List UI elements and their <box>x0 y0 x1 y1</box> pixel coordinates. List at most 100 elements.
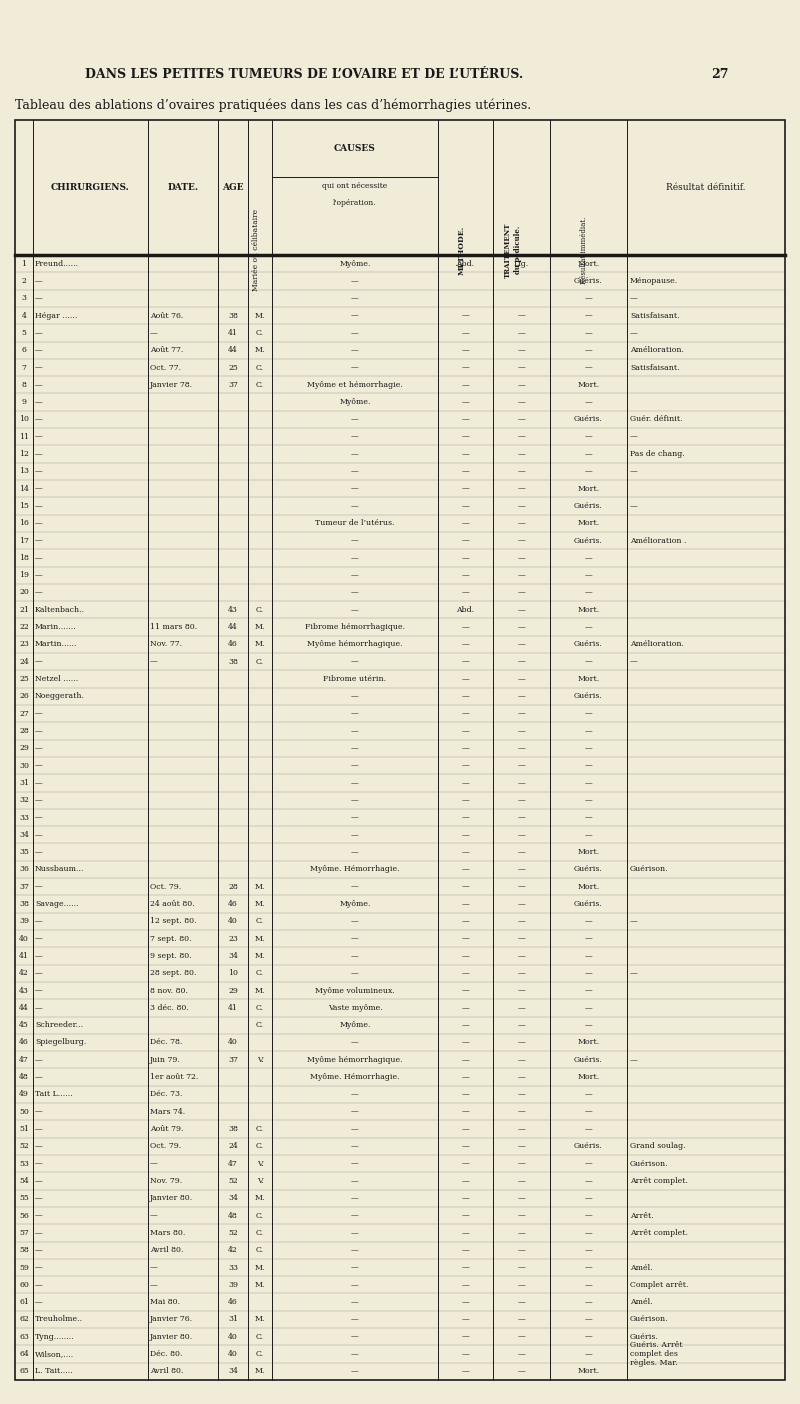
Text: —: — <box>35 364 42 372</box>
Text: —: — <box>518 1056 526 1064</box>
Text: 23: 23 <box>19 640 29 649</box>
Text: —: — <box>518 1264 526 1272</box>
Text: 44: 44 <box>228 347 238 354</box>
Text: —: — <box>351 1299 359 1306</box>
Text: —: — <box>351 917 359 925</box>
Text: 40: 40 <box>228 917 238 925</box>
Text: 33: 33 <box>228 1264 238 1272</box>
Text: 40: 40 <box>228 1351 238 1358</box>
Text: —: — <box>35 1247 42 1254</box>
Text: 62: 62 <box>19 1316 29 1324</box>
Text: —: — <box>462 917 470 925</box>
Text: —: — <box>585 1247 592 1254</box>
Text: —: — <box>518 709 526 717</box>
Text: —: — <box>35 347 42 354</box>
Text: —: — <box>518 432 526 441</box>
Bar <box>15 119 785 1380</box>
Text: M.: M. <box>254 987 266 994</box>
Text: —: — <box>518 451 526 458</box>
Text: Résultat immédiat.: Résultat immédiat. <box>581 216 589 284</box>
Text: M.: M. <box>254 1316 266 1324</box>
Text: Mort.: Mort. <box>578 848 600 856</box>
Text: —: — <box>518 1212 526 1220</box>
Text: —: — <box>351 432 359 441</box>
Text: —: — <box>518 779 526 786</box>
Text: Ménopause.: Ménopause. <box>630 277 678 285</box>
Text: 6: 6 <box>22 347 26 354</box>
Text: —: — <box>462 571 470 580</box>
Text: —: — <box>351 468 359 476</box>
Text: qui ont nécessite: qui ont nécessite <box>322 181 388 190</box>
Text: 31: 31 <box>228 1316 238 1324</box>
Text: —: — <box>585 935 592 942</box>
Text: 24: 24 <box>19 657 29 665</box>
Text: C.: C. <box>256 657 264 665</box>
Text: —: — <box>518 1004 526 1012</box>
Text: —: — <box>351 692 359 701</box>
Text: —: — <box>462 848 470 856</box>
Text: —: — <box>585 917 592 925</box>
Text: —: — <box>351 1280 359 1289</box>
Text: 1er août 72.: 1er août 72. <box>150 1073 198 1081</box>
Text: Vaste myôme.: Vaste myôme. <box>328 1004 382 1012</box>
Text: —: — <box>351 484 359 493</box>
Text: —: — <box>462 536 470 545</box>
Text: —: — <box>518 364 526 372</box>
Text: —: — <box>351 952 359 960</box>
Text: —: — <box>35 1228 42 1237</box>
Text: M.: M. <box>254 312 266 320</box>
Text: 12: 12 <box>19 451 29 458</box>
Text: —: — <box>462 329 470 337</box>
Text: Mort.: Mort. <box>578 1367 600 1376</box>
Text: 55: 55 <box>19 1195 29 1202</box>
Text: —: — <box>462 813 470 821</box>
Text: 37: 37 <box>228 1056 238 1064</box>
Text: 38: 38 <box>228 657 238 665</box>
Text: —: — <box>630 295 638 302</box>
Text: —: — <box>518 416 526 424</box>
Text: 44: 44 <box>228 623 238 632</box>
Text: 24 août 80.: 24 août 80. <box>150 900 194 908</box>
Text: Août 79.: Août 79. <box>150 1125 183 1133</box>
Text: Oct. 79.: Oct. 79. <box>150 883 182 890</box>
Text: Mariée ou célibataire: Mariée ou célibataire <box>252 209 260 291</box>
Text: Janvier 80.: Janvier 80. <box>150 1195 194 1202</box>
Text: —: — <box>630 657 638 665</box>
Text: 3 déc. 80.: 3 déc. 80. <box>150 1004 189 1012</box>
Text: —: — <box>35 519 42 528</box>
Text: 51: 51 <box>19 1125 29 1133</box>
Text: —: — <box>518 1125 526 1133</box>
Text: —: — <box>630 329 638 337</box>
Text: —: — <box>462 1351 470 1358</box>
Text: —: — <box>585 1195 592 1202</box>
Text: 4: 4 <box>22 312 26 320</box>
Text: Janvier 78.: Janvier 78. <box>150 380 193 389</box>
Text: Lig.: Lig. <box>514 260 529 268</box>
Text: —: — <box>462 1212 470 1220</box>
Text: —: — <box>585 1299 592 1306</box>
Text: —: — <box>351 277 359 285</box>
Text: —: — <box>518 1316 526 1324</box>
Text: —: — <box>351 1177 359 1185</box>
Text: —: — <box>585 1351 592 1358</box>
Text: Mort.: Mort. <box>578 605 600 614</box>
Text: —: — <box>35 709 42 717</box>
Text: 23: 23 <box>228 935 238 942</box>
Text: —: — <box>35 451 42 458</box>
Text: —: — <box>35 917 42 925</box>
Text: 43: 43 <box>228 605 238 614</box>
Text: —: — <box>585 744 592 753</box>
Text: —: — <box>585 727 592 734</box>
Text: Mort.: Mort. <box>578 675 600 682</box>
Text: —: — <box>585 796 592 804</box>
Text: —: — <box>35 484 42 493</box>
Text: —: — <box>462 555 470 562</box>
Text: —: — <box>462 416 470 424</box>
Text: 47: 47 <box>19 1056 29 1064</box>
Text: Guéris.: Guéris. <box>574 416 603 424</box>
Text: —: — <box>351 347 359 354</box>
Text: —: — <box>518 1143 526 1150</box>
Text: —: — <box>585 779 592 786</box>
Text: Déc. 73.: Déc. 73. <box>150 1091 182 1098</box>
Text: C.: C. <box>256 1212 264 1220</box>
